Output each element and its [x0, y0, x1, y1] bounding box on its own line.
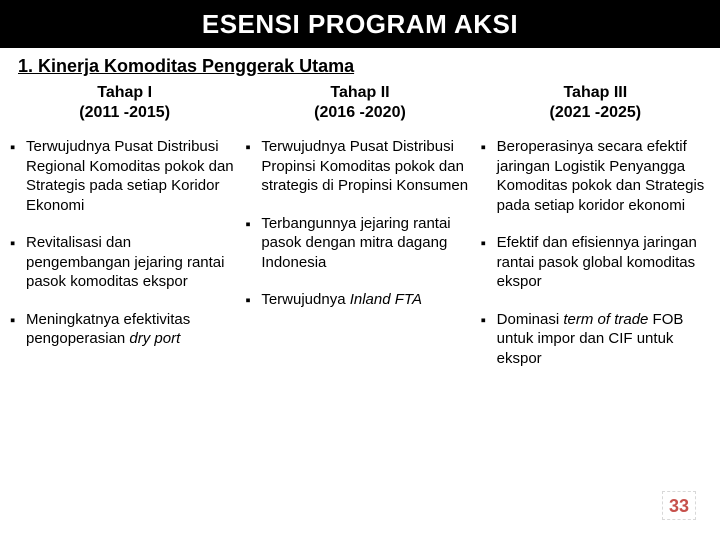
list-item: ▪Efektif dan efisiennya jaringan rantai …	[481, 233, 710, 292]
col-head-3-line1: Tahap III	[563, 84, 627, 101]
page-number: 33	[662, 491, 696, 520]
bullet-icon: ▪	[10, 137, 26, 158]
list-item: ▪Terwujudnya Pusat Distribusi Regional K…	[10, 137, 239, 215]
col-head-3: Tahap III (2021 -2025)	[481, 81, 710, 137]
list-item: ▪Dominasi term of trade FOB untuk impor …	[481, 310, 710, 369]
item-text: Revitalisasi dan pengembangan jejaring r…	[26, 233, 239, 292]
col-head-1-line1: Tahap I	[97, 84, 152, 101]
item-text: Beroperasinya secara efektif jaringan Lo…	[497, 137, 710, 215]
bullet-icon: ▪	[10, 310, 26, 331]
col-3-items: ▪Beroperasinya secara efektif jaringan L…	[481, 137, 710, 386]
bullet-icon: ▪	[481, 310, 497, 331]
col-head-2: Tahap II (2016 -2020)	[245, 81, 474, 137]
item-text: Dominasi term of trade FOB untuk impor d…	[497, 310, 710, 369]
page-number-box: 33	[662, 491, 696, 520]
bullet-icon: ▪	[245, 137, 261, 158]
bullet-icon: ▪	[245, 290, 261, 311]
list-item: ▪Terbangunnya jejaring rantai pasok deng…	[245, 214, 474, 273]
col-head-1: Tahap I (2011 -2015)	[10, 81, 239, 137]
col-head-2-line2: (2016 -2020)	[314, 104, 406, 121]
bullet-icon: ▪	[245, 214, 261, 235]
bullet-icon: ▪	[10, 233, 26, 254]
bullet-icon: ▪	[481, 233, 497, 254]
section-subhead: 1. Kinerja Komoditas Penggerak Utama	[18, 56, 394, 77]
bullet-icon: ▪	[481, 137, 497, 158]
item-text: Meningkatnya efektivitas pengoperasian d…	[26, 310, 239, 349]
col-head-1-line2: (2011 -2015)	[79, 104, 170, 121]
col-2-items: ▪Terwujudnya Pusat Distribusi Propinsi K…	[245, 137, 474, 386]
list-item: ▪Terwujudnya Inland FTA	[245, 290, 474, 311]
item-text: Efektif dan efisiennya jaringan rantai p…	[497, 233, 710, 292]
slide-title: ESENSI PROGRAM AKSI	[202, 9, 518, 40]
item-text: Terwujudnya Pusat Distribusi Propinsi Ko…	[261, 137, 474, 196]
item-text: Terwujudnya Pusat Distribusi Regional Ko…	[26, 137, 239, 215]
item-text: Terbangunnya jejaring rantai pasok denga…	[261, 214, 474, 273]
list-item: ▪Meningkatnya efektivitas pengoperasian …	[10, 310, 239, 349]
col-head-2-line1: Tahap II	[330, 84, 389, 101]
list-item: ▪Terwujudnya Pusat Distribusi Propinsi K…	[245, 137, 474, 196]
title-bar: ESENSI PROGRAM AKSI	[0, 0, 720, 48]
item-text: Terwujudnya Inland FTA	[261, 290, 474, 310]
list-item: ▪Revitalisasi dan pengembangan jejaring …	[10, 233, 239, 292]
phase-grid: Tahap I (2011 -2015) Tahap II (2016 -202…	[0, 77, 720, 386]
col-1-items: ▪Terwujudnya Pusat Distribusi Regional K…	[10, 137, 239, 386]
col-head-3-line2: (2021 -2025)	[550, 104, 642, 121]
list-item: ▪Beroperasinya secara efektif jaringan L…	[481, 137, 710, 215]
